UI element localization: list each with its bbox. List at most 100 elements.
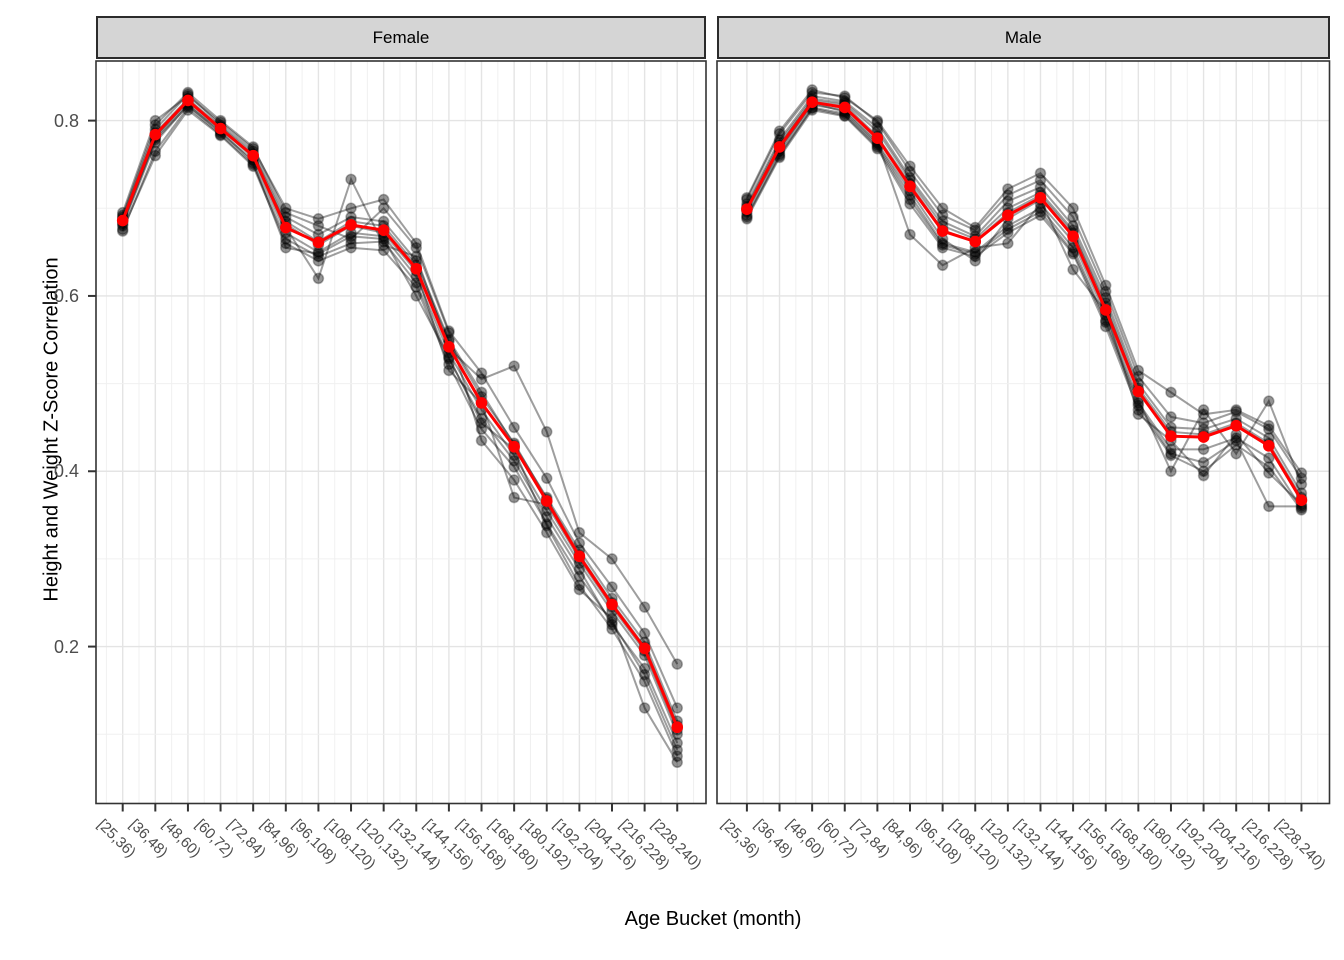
individual-series-point [671, 737, 683, 749]
individual-series-point [1197, 417, 1210, 429]
mean-series-point [741, 203, 753, 215]
individual-series-point [345, 233, 357, 245]
individual-series-point [1002, 195, 1014, 208]
facet-strip-male: Male [717, 16, 1330, 59]
mean-series-point [671, 721, 684, 734]
individual-series-point [345, 173, 357, 186]
individual-series-point [1165, 386, 1177, 399]
individual-series-point [638, 627, 651, 640]
mean-series-point [773, 141, 786, 153]
mean-series-point [149, 128, 162, 141]
individual-series-point [345, 241, 357, 254]
mean-series-point [1132, 385, 1145, 398]
individual-series-point [443, 353, 455, 365]
individual-series-point [475, 373, 488, 385]
individual-series-point [280, 202, 292, 215]
y-tick-label: 0.6 [53, 285, 79, 306]
mean-series-point [838, 101, 851, 114]
mean-series-point [345, 219, 357, 231]
y-tick-label: 0.4 [53, 461, 79, 482]
individual-series-point [1263, 423, 1275, 435]
individual-series-line [746, 107, 1302, 508]
individual-series-point [508, 360, 520, 372]
individual-series-point [475, 423, 488, 435]
mean-series-point [312, 236, 325, 249]
individual-series-point [969, 255, 981, 267]
individual-series-point [475, 434, 488, 447]
facet-strip-female: Female [96, 16, 706, 59]
individual-series-point [410, 290, 423, 302]
mean-series-point [1230, 419, 1242, 432]
individual-series-point [606, 612, 618, 625]
individual-series-line [746, 101, 1303, 506]
individual-series-point [312, 255, 325, 267]
individual-series-line [746, 91, 1303, 479]
individual-series-point [773, 125, 786, 137]
individual-series-point [1197, 443, 1210, 456]
individual-series-point [1067, 211, 1079, 223]
individual-series-point [1197, 408, 1210, 421]
individual-series-point [969, 250, 981, 263]
individual-series-point [671, 750, 683, 762]
mean-series-point [904, 180, 916, 193]
mean-series-point [871, 132, 884, 144]
individual-series-point [1132, 397, 1145, 409]
mean-series-point [1197, 431, 1210, 443]
individual-series-point [312, 250, 325, 263]
individual-series-point [1002, 227, 1014, 239]
individual-series-point [377, 244, 390, 257]
individual-series-point [1132, 399, 1145, 412]
individual-series-point [1132, 408, 1145, 421]
individual-series-point [1002, 237, 1014, 250]
individual-series-point [443, 364, 455, 377]
individual-series-point [969, 221, 981, 234]
mean-series-point [410, 262, 423, 275]
panel-border [716, 60, 1331, 805]
mean-series-point [1165, 430, 1177, 442]
individual-series-point [312, 248, 325, 260]
individual-series-point [508, 491, 520, 504]
individual-series-line [121, 108, 679, 751]
mean-series-point [1263, 440, 1275, 452]
individual-series-point [280, 241, 292, 254]
individual-series-point [638, 675, 651, 688]
individual-series-point [1067, 263, 1079, 276]
individual-series-point [1263, 395, 1275, 407]
individual-series-point [904, 193, 916, 206]
mean-series-point [606, 598, 618, 611]
individual-series-point [508, 421, 520, 434]
individual-series-point [1165, 411, 1177, 423]
individual-series-point [1295, 467, 1308, 479]
individual-series-point [508, 454, 520, 467]
individual-series-line [121, 91, 679, 763]
individual-series-point [573, 526, 586, 539]
individual-series-point [806, 84, 818, 96]
individual-series-point [1034, 174, 1047, 186]
individual-series-point [671, 756, 683, 769]
individual-series-point [1002, 183, 1014, 195]
individual-series-point [1230, 439, 1242, 451]
individual-series-point [606, 553, 618, 565]
individual-series-point [1263, 452, 1275, 464]
individual-series-point [1295, 472, 1308, 485]
individual-series-point [969, 224, 981, 236]
individual-series-point [541, 519, 553, 532]
individual-series-point [1132, 364, 1145, 377]
mean-series-point [638, 642, 651, 655]
individual-series-point [936, 209, 949, 222]
mean-series-point [1034, 191, 1047, 204]
mean-series-point [443, 340, 455, 353]
panel-background [96, 61, 706, 804]
individual-series-point [904, 160, 916, 172]
individual-series-point [573, 579, 586, 591]
individual-series-point [671, 658, 683, 670]
individual-series-point [1002, 189, 1014, 201]
individual-series-point [1197, 456, 1210, 469]
individual-series-point [1034, 206, 1047, 218]
individual-series-point [1067, 248, 1079, 260]
individual-series-point [1099, 285, 1112, 298]
individual-series-point [1034, 181, 1047, 193]
individual-series-point [345, 237, 357, 250]
